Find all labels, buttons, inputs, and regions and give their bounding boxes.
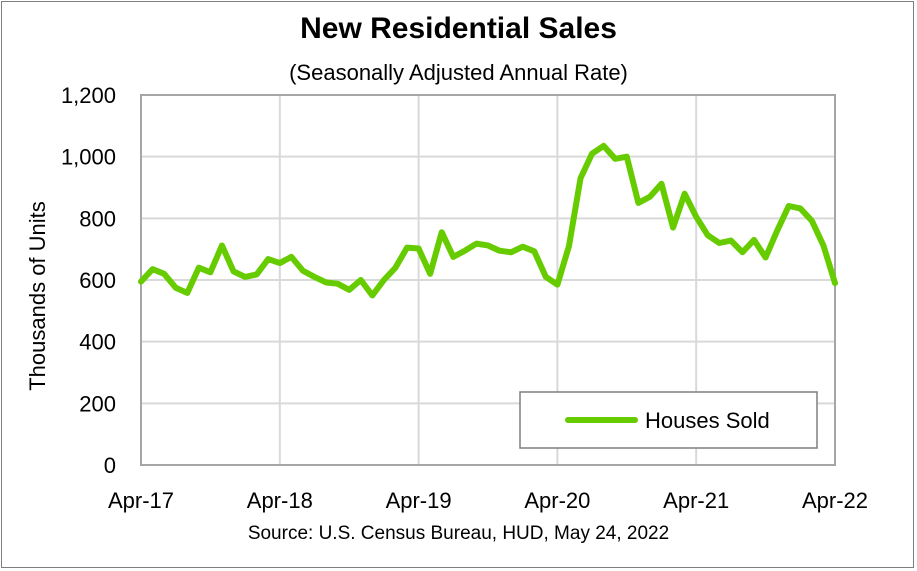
y-tick-label: 400 bbox=[79, 330, 116, 355]
legend: Houses Sold bbox=[519, 391, 818, 449]
y-axis-label: Thousands of Units bbox=[25, 201, 50, 391]
y-tick-label: 200 bbox=[79, 391, 116, 416]
y-tick-labels: 0 200 400 600 800 1,000 1,200 bbox=[61, 83, 116, 478]
x-tick-label: Apr-20 bbox=[524, 488, 590, 513]
y-tick-label: 600 bbox=[79, 268, 116, 293]
x-tick-label: Apr-19 bbox=[386, 488, 452, 513]
chart-title: New Residential Sales bbox=[300, 12, 617, 45]
chart-subtitle: (Seasonally Adjusted Annual Rate) bbox=[289, 60, 628, 85]
chart-source: Source: U.S. Census Bureau, HUD, May 24,… bbox=[247, 523, 670, 544]
x-tick-labels: Apr-17 Apr-18 Apr-19 Apr-20 Apr-21 Apr-22 bbox=[108, 488, 868, 513]
y-tick-label: 1,200 bbox=[61, 83, 116, 108]
y-tick-label: 1,000 bbox=[61, 145, 116, 170]
legend-label: Houses Sold bbox=[645, 408, 770, 433]
series-line-houses-sold bbox=[138, 142, 838, 299]
x-tick-label: Apr-22 bbox=[802, 488, 868, 513]
y-tick-label: 0 bbox=[104, 453, 116, 478]
series-layer bbox=[138, 142, 838, 299]
x-tick-label: Apr-21 bbox=[663, 488, 729, 513]
x-tick-label: Apr-18 bbox=[247, 488, 313, 513]
x-tick-label: Apr-17 bbox=[108, 488, 174, 513]
y-tick-label: 800 bbox=[79, 206, 116, 231]
